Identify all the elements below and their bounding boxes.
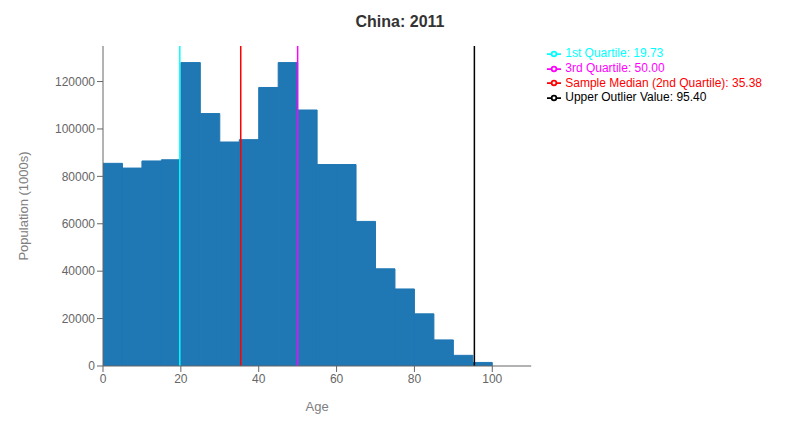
svg-text:20: 20 [174, 372, 188, 386]
svg-text:60000: 60000 [62, 217, 96, 231]
svg-text:100: 100 [482, 372, 502, 386]
svg-text:80000: 80000 [62, 170, 96, 184]
html-text:3rd Quartile: 50.00: 3rd Quartile: 50.00 [565, 60, 665, 75]
svg-text:60: 60 [330, 372, 344, 386]
html-text:Upper Outlier Value: 95.40: Upper Outlier Value: 95.40 [565, 90, 707, 105]
svg-text:Age: Age [306, 399, 329, 414]
svg-text:Population (1000s): Population (1000s) [16, 151, 31, 260]
html-text:Sample Median (2nd Quartile):: Sample Median (2nd Quartile): 35.38 [565, 75, 762, 90]
html-text:1st Quartile: 19.73: 1st Quartile: 19.73 [565, 46, 664, 60]
svg-text:40000: 40000 [62, 264, 96, 278]
svg-text:120000: 120000 [55, 75, 95, 89]
svg-text:100000: 100000 [55, 122, 95, 136]
html-text:China: 2011: China: 2011 [355, 13, 445, 30]
svg-text:20000: 20000 [62, 312, 96, 326]
svg-text:0: 0 [100, 372, 107, 386]
svg-text:0: 0 [88, 359, 95, 373]
svg-text:40: 40 [252, 372, 266, 386]
svg-text:80: 80 [408, 372, 422, 386]
